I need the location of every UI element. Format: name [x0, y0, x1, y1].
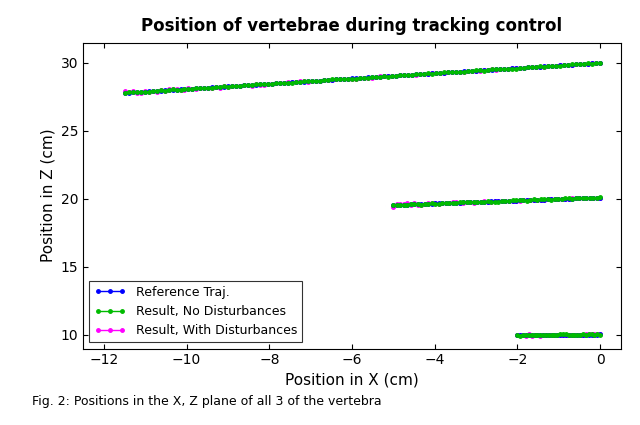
Result, With Disturbances [253, 82, 260, 87]
Result, No Disturbances [449, 70, 456, 75]
Reference Traj. [497, 67, 504, 72]
Line: Reference Traj.: Reference Traj. [121, 60, 604, 96]
Reference Traj. [385, 74, 392, 79]
Result, No Disturbances [248, 83, 256, 88]
Result, No Disturbances [221, 84, 228, 89]
Result, No Disturbances [497, 66, 504, 71]
Result, With Disturbances [388, 74, 396, 79]
Reference Traj. [596, 60, 604, 65]
Result, No Disturbances [596, 60, 604, 65]
Result, With Disturbances [500, 66, 508, 71]
Result, With Disturbances [121, 89, 129, 94]
Reference Traj. [121, 90, 129, 95]
Reference Traj. [248, 82, 256, 87]
Reference Traj. [449, 70, 456, 75]
Result, With Disturbances [452, 69, 460, 74]
Result, No Disturbances [385, 74, 392, 79]
Reference Traj. [221, 84, 228, 89]
X-axis label: Position in X (cm): Position in X (cm) [285, 373, 419, 388]
Result, No Disturbances [121, 91, 129, 96]
Title: Position of vertebrae during tracking control: Position of vertebrae during tracking co… [141, 17, 563, 35]
Legend: Reference Traj., Result, No Disturbances, Result, With Disturbances: Reference Traj., Result, No Disturbances… [90, 281, 302, 342]
Result, No Disturbances [592, 60, 600, 65]
Line: Result, No Disturbances: Result, No Disturbances [121, 59, 604, 96]
Result, With Disturbances [225, 85, 232, 90]
Text: Fig. 2: Positions in the X, Z plane of all 3 of the vertebra: Fig. 2: Positions in the X, Z plane of a… [32, 395, 381, 408]
Y-axis label: Position in Z (cm): Position in Z (cm) [40, 129, 55, 262]
Result, With Disturbances [132, 91, 140, 96]
Line: Result, With Disturbances: Result, With Disturbances [121, 60, 604, 97]
Reference Traj. [580, 61, 588, 66]
Result, With Disturbances [596, 60, 604, 65]
Result, No Disturbances [580, 61, 588, 66]
Result, With Disturbances [584, 61, 592, 66]
